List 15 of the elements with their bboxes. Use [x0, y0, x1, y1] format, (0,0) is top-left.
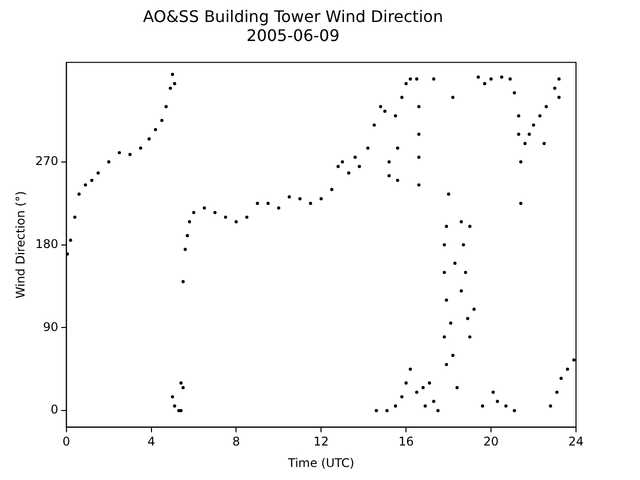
chart-subtitle: 2005-06-09 [246, 26, 340, 45]
x-tick-label: 0 [62, 434, 70, 449]
x-tick-label: 12 [314, 434, 329, 449]
x-tick-label: 24 [568, 434, 584, 449]
y-tick-label: 0 [50, 402, 58, 417]
y-axis-title: Wind Direction (°) [13, 191, 28, 298]
y-tick-label: 90 [43, 320, 58, 334]
x-axis-title: Time (UTC) [286, 456, 354, 470]
x-tick-label: 16 [398, 434, 414, 449]
chart-title: AO&SS Building Tower Wind Direction [142, 6, 444, 26]
y-tick-label: 270 [35, 154, 58, 168]
y-tick-label: 180 [35, 236, 58, 251]
x-tick-label: 8 [232, 434, 240, 449]
x-tick-label: 20 [483, 434, 499, 449]
x-tick-label: 4 [147, 434, 156, 449]
